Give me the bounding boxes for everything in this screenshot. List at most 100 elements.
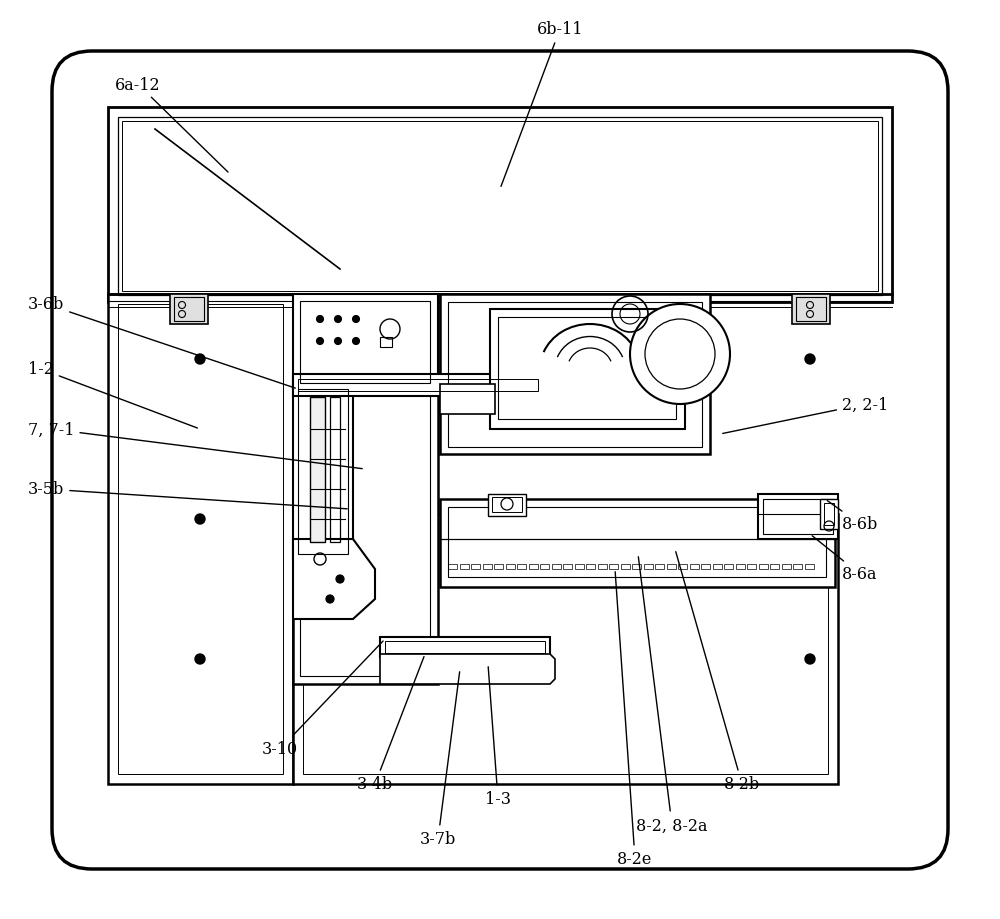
Bar [804, 564, 814, 570]
Bar [701, 564, 710, 570]
Bar [380, 337, 392, 347]
Bar [293, 515, 838, 784]
Bar [298, 380, 538, 391]
Bar [759, 564, 768, 570]
Bar [782, 564, 790, 570]
Circle shape [317, 316, 324, 323]
Circle shape [353, 316, 360, 323]
Bar [300, 301, 430, 676]
Bar [108, 295, 293, 784]
Text: 3-10: 3-10 [262, 641, 383, 757]
Bar [655, 564, 664, 570]
Bar [563, 564, 572, 570]
Bar [796, 298, 826, 322]
Bar [108, 108, 892, 302]
Circle shape [335, 316, 342, 323]
Circle shape [630, 305, 730, 404]
Bar [793, 564, 802, 570]
Bar [330, 398, 340, 542]
Bar [380, 637, 550, 657]
Text: 3-7b: 3-7b [420, 672, 460, 847]
Circle shape [335, 338, 342, 346]
Text: 8-2b: 8-2b [676, 552, 760, 792]
Bar [770, 564, 779, 570]
Bar [293, 384, 353, 560]
Bar [498, 318, 676, 420]
Bar [517, 564, 526, 570]
Text: 8-6b: 8-6b [827, 501, 878, 533]
Bar [490, 310, 685, 429]
Text: 3-4b: 3-4b [357, 657, 424, 792]
Polygon shape [293, 539, 375, 619]
Bar [763, 499, 833, 535]
Text: 6b-11: 6b-11 [501, 21, 583, 187]
Bar [460, 564, 469, 570]
Circle shape [805, 654, 815, 664]
Bar [690, 564, 698, 570]
Circle shape [317, 338, 324, 346]
Text: 8-2e: 8-2e [615, 573, 653, 868]
Bar [598, 564, 606, 570]
Bar [293, 375, 543, 397]
Bar [298, 390, 348, 554]
Bar [758, 494, 838, 539]
Text: 3-5b: 3-5b [28, 481, 347, 509]
Circle shape [195, 355, 205, 365]
Circle shape [353, 338, 360, 346]
Text: 6a-12: 6a-12 [115, 76, 228, 173]
Bar [440, 384, 495, 414]
Bar [609, 564, 618, 570]
Text: 7, 7-1: 7, 7-1 [28, 421, 362, 469]
Bar [440, 295, 710, 455]
Circle shape [195, 654, 205, 664]
Text: 1-3: 1-3 [485, 667, 511, 808]
Bar [118, 118, 882, 296]
Bar [483, 564, 492, 570]
Bar [471, 564, 480, 570]
Bar [540, 564, 549, 570]
Bar [448, 302, 702, 448]
Circle shape [805, 355, 815, 365]
Bar [792, 295, 830, 324]
Bar [492, 497, 522, 513]
Bar [528, 564, 538, 570]
Bar [712, 564, 722, 570]
Bar [488, 494, 526, 516]
Bar [586, 564, 595, 570]
Bar [820, 499, 838, 529]
Circle shape [336, 575, 344, 584]
Bar [574, 564, 584, 570]
Bar [644, 564, 652, 570]
Polygon shape [380, 654, 555, 685]
Bar [724, 564, 733, 570]
Bar [506, 564, 514, 570]
Circle shape [326, 596, 334, 604]
Bar [448, 507, 826, 577]
Bar [632, 564, 641, 570]
Circle shape [195, 515, 205, 525]
FancyBboxPatch shape [52, 52, 948, 869]
Text: 2, 2-1: 2, 2-1 [723, 396, 888, 434]
Bar [385, 641, 545, 653]
Bar [293, 295, 438, 390]
Text: 1-2: 1-2 [28, 361, 197, 428]
Bar [122, 122, 878, 291]
Bar [666, 564, 676, 570]
Text: 8-2, 8-2a: 8-2, 8-2a [636, 557, 708, 834]
Bar [310, 398, 325, 542]
Bar [494, 564, 503, 570]
Bar [824, 504, 834, 526]
Bar [174, 298, 204, 322]
Bar [303, 525, 828, 774]
Bar [620, 564, 630, 570]
Bar [678, 564, 687, 570]
Bar [747, 564, 756, 570]
Text: 3-6b: 3-6b [28, 296, 295, 389]
Bar [448, 564, 457, 570]
Bar [118, 305, 283, 774]
Bar [170, 295, 208, 324]
Bar [440, 499, 835, 587]
Text: 8-6a: 8-6a [812, 536, 878, 583]
Bar [300, 301, 430, 383]
Bar [736, 564, 744, 570]
